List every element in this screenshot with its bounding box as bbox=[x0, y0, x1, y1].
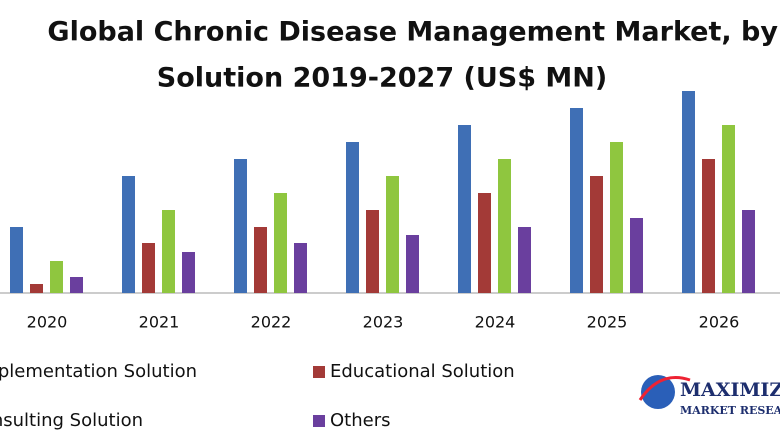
bar bbox=[742, 210, 755, 293]
bar bbox=[406, 235, 419, 293]
bar bbox=[70, 277, 83, 293]
bar bbox=[478, 193, 491, 293]
bar bbox=[30, 284, 43, 293]
bar bbox=[50, 261, 63, 293]
bar bbox=[570, 108, 583, 293]
logo: MAXIMIZE MARKET RESEARCH bbox=[638, 375, 780, 417]
logo-swoosh bbox=[638, 376, 691, 401]
x-tick-label: 2020 bbox=[27, 313, 68, 332]
bar bbox=[702, 159, 715, 293]
chart-title: Solution 2019-2027 (US$ MN) bbox=[157, 63, 607, 94]
bar bbox=[274, 193, 287, 293]
bar bbox=[518, 227, 531, 293]
bar bbox=[346, 142, 359, 293]
bar bbox=[722, 125, 735, 293]
bar bbox=[10, 227, 23, 293]
x-tick-label: 2021 bbox=[139, 313, 180, 332]
bar bbox=[234, 159, 247, 293]
bar bbox=[294, 243, 307, 293]
bar bbox=[682, 91, 695, 293]
bar bbox=[162, 210, 175, 293]
x-tick-label: 2024 bbox=[475, 313, 516, 332]
bar bbox=[590, 176, 603, 293]
bar bbox=[142, 243, 155, 293]
logo-subtext: MARKET RESEARCH bbox=[680, 404, 780, 417]
legend-label: Implementation Solution bbox=[0, 361, 197, 382]
bar bbox=[182, 252, 195, 293]
logo-globe bbox=[641, 375, 675, 409]
bar bbox=[366, 210, 379, 293]
legend-label: Consulting Solution bbox=[0, 410, 143, 431]
chart-title: Global Chronic Disease Management Market… bbox=[47, 17, 778, 48]
logo-text: MAXIMIZE bbox=[680, 379, 780, 401]
x-tick-label: 2023 bbox=[363, 313, 404, 332]
bar bbox=[122, 176, 135, 293]
bar bbox=[630, 218, 643, 293]
bar bbox=[498, 159, 511, 293]
bar bbox=[458, 125, 471, 293]
legend-label: Educational Solution bbox=[330, 361, 515, 382]
x-tick-label: 2025 bbox=[587, 313, 628, 332]
bar bbox=[610, 142, 623, 293]
bar bbox=[254, 227, 267, 293]
x-tick-label: 2022 bbox=[251, 313, 292, 332]
legend-swatch bbox=[313, 366, 325, 378]
legend-label: Others bbox=[330, 410, 391, 431]
bar bbox=[386, 176, 399, 293]
x-tick-label: 2026 bbox=[699, 313, 740, 332]
legend-swatch bbox=[313, 415, 325, 427]
